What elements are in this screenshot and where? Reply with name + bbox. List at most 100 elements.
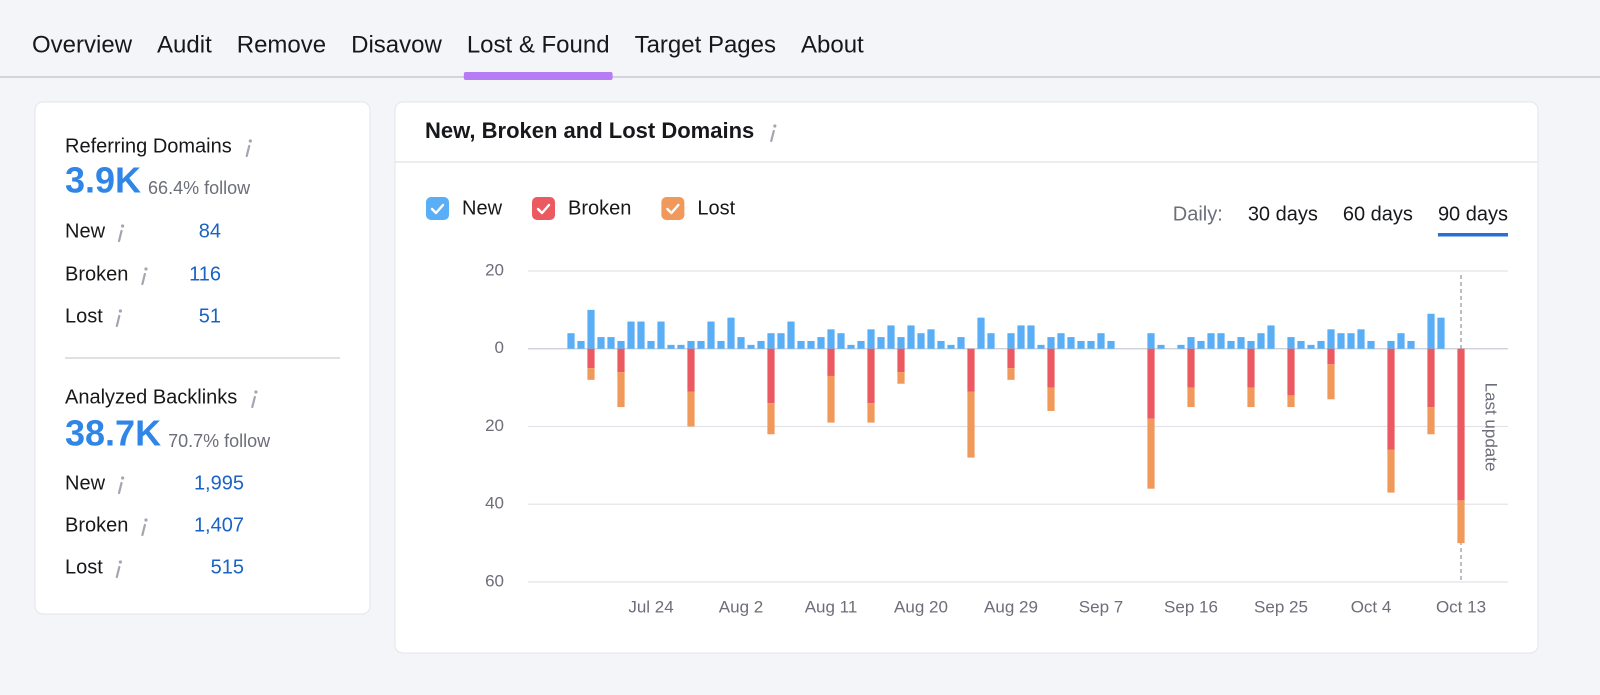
info-icon-dot — [118, 309, 123, 313]
bar — [837, 333, 845, 349]
stat-value[interactable]: 84 — [199, 220, 221, 242]
bar — [857, 340, 865, 349]
bar — [1427, 313, 1435, 349]
bar — [787, 321, 795, 349]
range-option[interactable]: 30 days — [1248, 203, 1318, 225]
bar — [1107, 340, 1115, 349]
bar — [737, 337, 745, 349]
range-option[interactable]: 90 days — [1438, 203, 1508, 225]
bar — [747, 344, 755, 349]
bar — [1227, 340, 1235, 349]
stat-value[interactable]: 116 — [189, 263, 221, 285]
bar — [1347, 333, 1355, 349]
info-icon — [117, 229, 123, 243]
bar — [877, 337, 885, 349]
bar — [647, 340, 655, 349]
bar — [947, 344, 955, 349]
big-number: 3.9K — [65, 160, 141, 201]
chart-card — [394, 101, 1539, 654]
stat-value[interactable]: 51 — [199, 305, 221, 327]
bar — [1457, 500, 1465, 544]
bar — [1187, 387, 1195, 408]
stat-label: Broken — [65, 514, 128, 536]
tab[interactable]: Lost & Found — [467, 31, 610, 58]
info-icon — [251, 395, 256, 409]
bar — [667, 344, 675, 349]
bar — [697, 340, 705, 349]
bar — [1007, 333, 1015, 349]
bar — [1147, 348, 1155, 419]
bar — [1197, 340, 1205, 349]
bar — [1247, 387, 1255, 408]
y-tick-label: 20 — [485, 260, 504, 279]
bar — [1327, 329, 1335, 349]
big-number: 38.7K — [65, 413, 161, 454]
bar — [767, 348, 775, 404]
bar — [777, 333, 785, 349]
x-tick-label: Aug 20 — [894, 597, 948, 616]
bar — [1327, 364, 1335, 400]
range-option[interactable]: 60 days — [1343, 203, 1413, 225]
bar — [577, 340, 585, 349]
legend-checkbox[interactable] — [661, 197, 685, 220]
info-icon-dot — [248, 139, 252, 143]
bar — [597, 337, 605, 349]
bar — [1427, 348, 1435, 408]
stat-label: Lost — [65, 305, 103, 327]
info-icon-dot — [121, 224, 125, 228]
stat-value[interactable]: 1,407 — [194, 514, 244, 536]
bar — [1457, 348, 1465, 501]
stat-value[interactable]: 1,995 — [194, 472, 244, 494]
tab[interactable]: Remove — [237, 31, 326, 58]
bar — [927, 329, 935, 349]
tab[interactable]: Overview — [32, 31, 133, 58]
bar — [1247, 348, 1255, 388]
legend-label: Broken — [568, 197, 631, 219]
bar — [827, 375, 835, 423]
bar — [687, 340, 695, 349]
bar — [1177, 344, 1185, 349]
bar — [677, 344, 685, 349]
bar — [897, 372, 905, 384]
stat-label: Lost — [65, 556, 103, 578]
legend-checkbox[interactable] — [532, 197, 556, 220]
bar — [827, 329, 835, 349]
x-tick-label: Oct 13 — [1436, 597, 1486, 616]
bar — [1367, 340, 1375, 349]
bar — [1317, 340, 1325, 349]
tab[interactable]: Disavow — [351, 31, 442, 58]
bar — [637, 321, 645, 349]
legend-checkbox[interactable] — [426, 197, 449, 220]
bar — [867, 348, 875, 404]
bar — [1187, 337, 1195, 349]
info-icon-dot — [144, 267, 148, 271]
info-icon-dot — [118, 560, 123, 564]
bar — [967, 391, 975, 458]
bar — [1337, 333, 1345, 349]
bar — [607, 337, 615, 349]
bar — [1307, 344, 1315, 349]
x-tick-label: Aug 11 — [805, 597, 858, 616]
bar — [977, 317, 985, 349]
bar — [1407, 340, 1415, 349]
bar — [617, 348, 625, 373]
bar — [587, 368, 595, 380]
bar — [1297, 340, 1305, 349]
info-icon-dot — [773, 124, 777, 128]
x-tick-label: Aug 2 — [719, 597, 763, 616]
x-tick-label: Sep 16 — [1164, 597, 1218, 616]
stat-value[interactable]: 515 — [211, 556, 244, 578]
tab[interactable]: Audit — [157, 31, 212, 58]
bar — [757, 340, 765, 349]
info-icon-dot — [121, 476, 125, 480]
bar — [1287, 348, 1295, 396]
x-tick-label: Jul 24 — [628, 597, 673, 616]
bar — [967, 348, 975, 392]
tab[interactable]: About — [801, 31, 864, 58]
bar — [867, 329, 875, 349]
bar — [1387, 449, 1395, 493]
tab[interactable]: Target Pages — [635, 31, 776, 58]
stat-label: New — [65, 472, 106, 494]
bar — [1437, 317, 1445, 349]
